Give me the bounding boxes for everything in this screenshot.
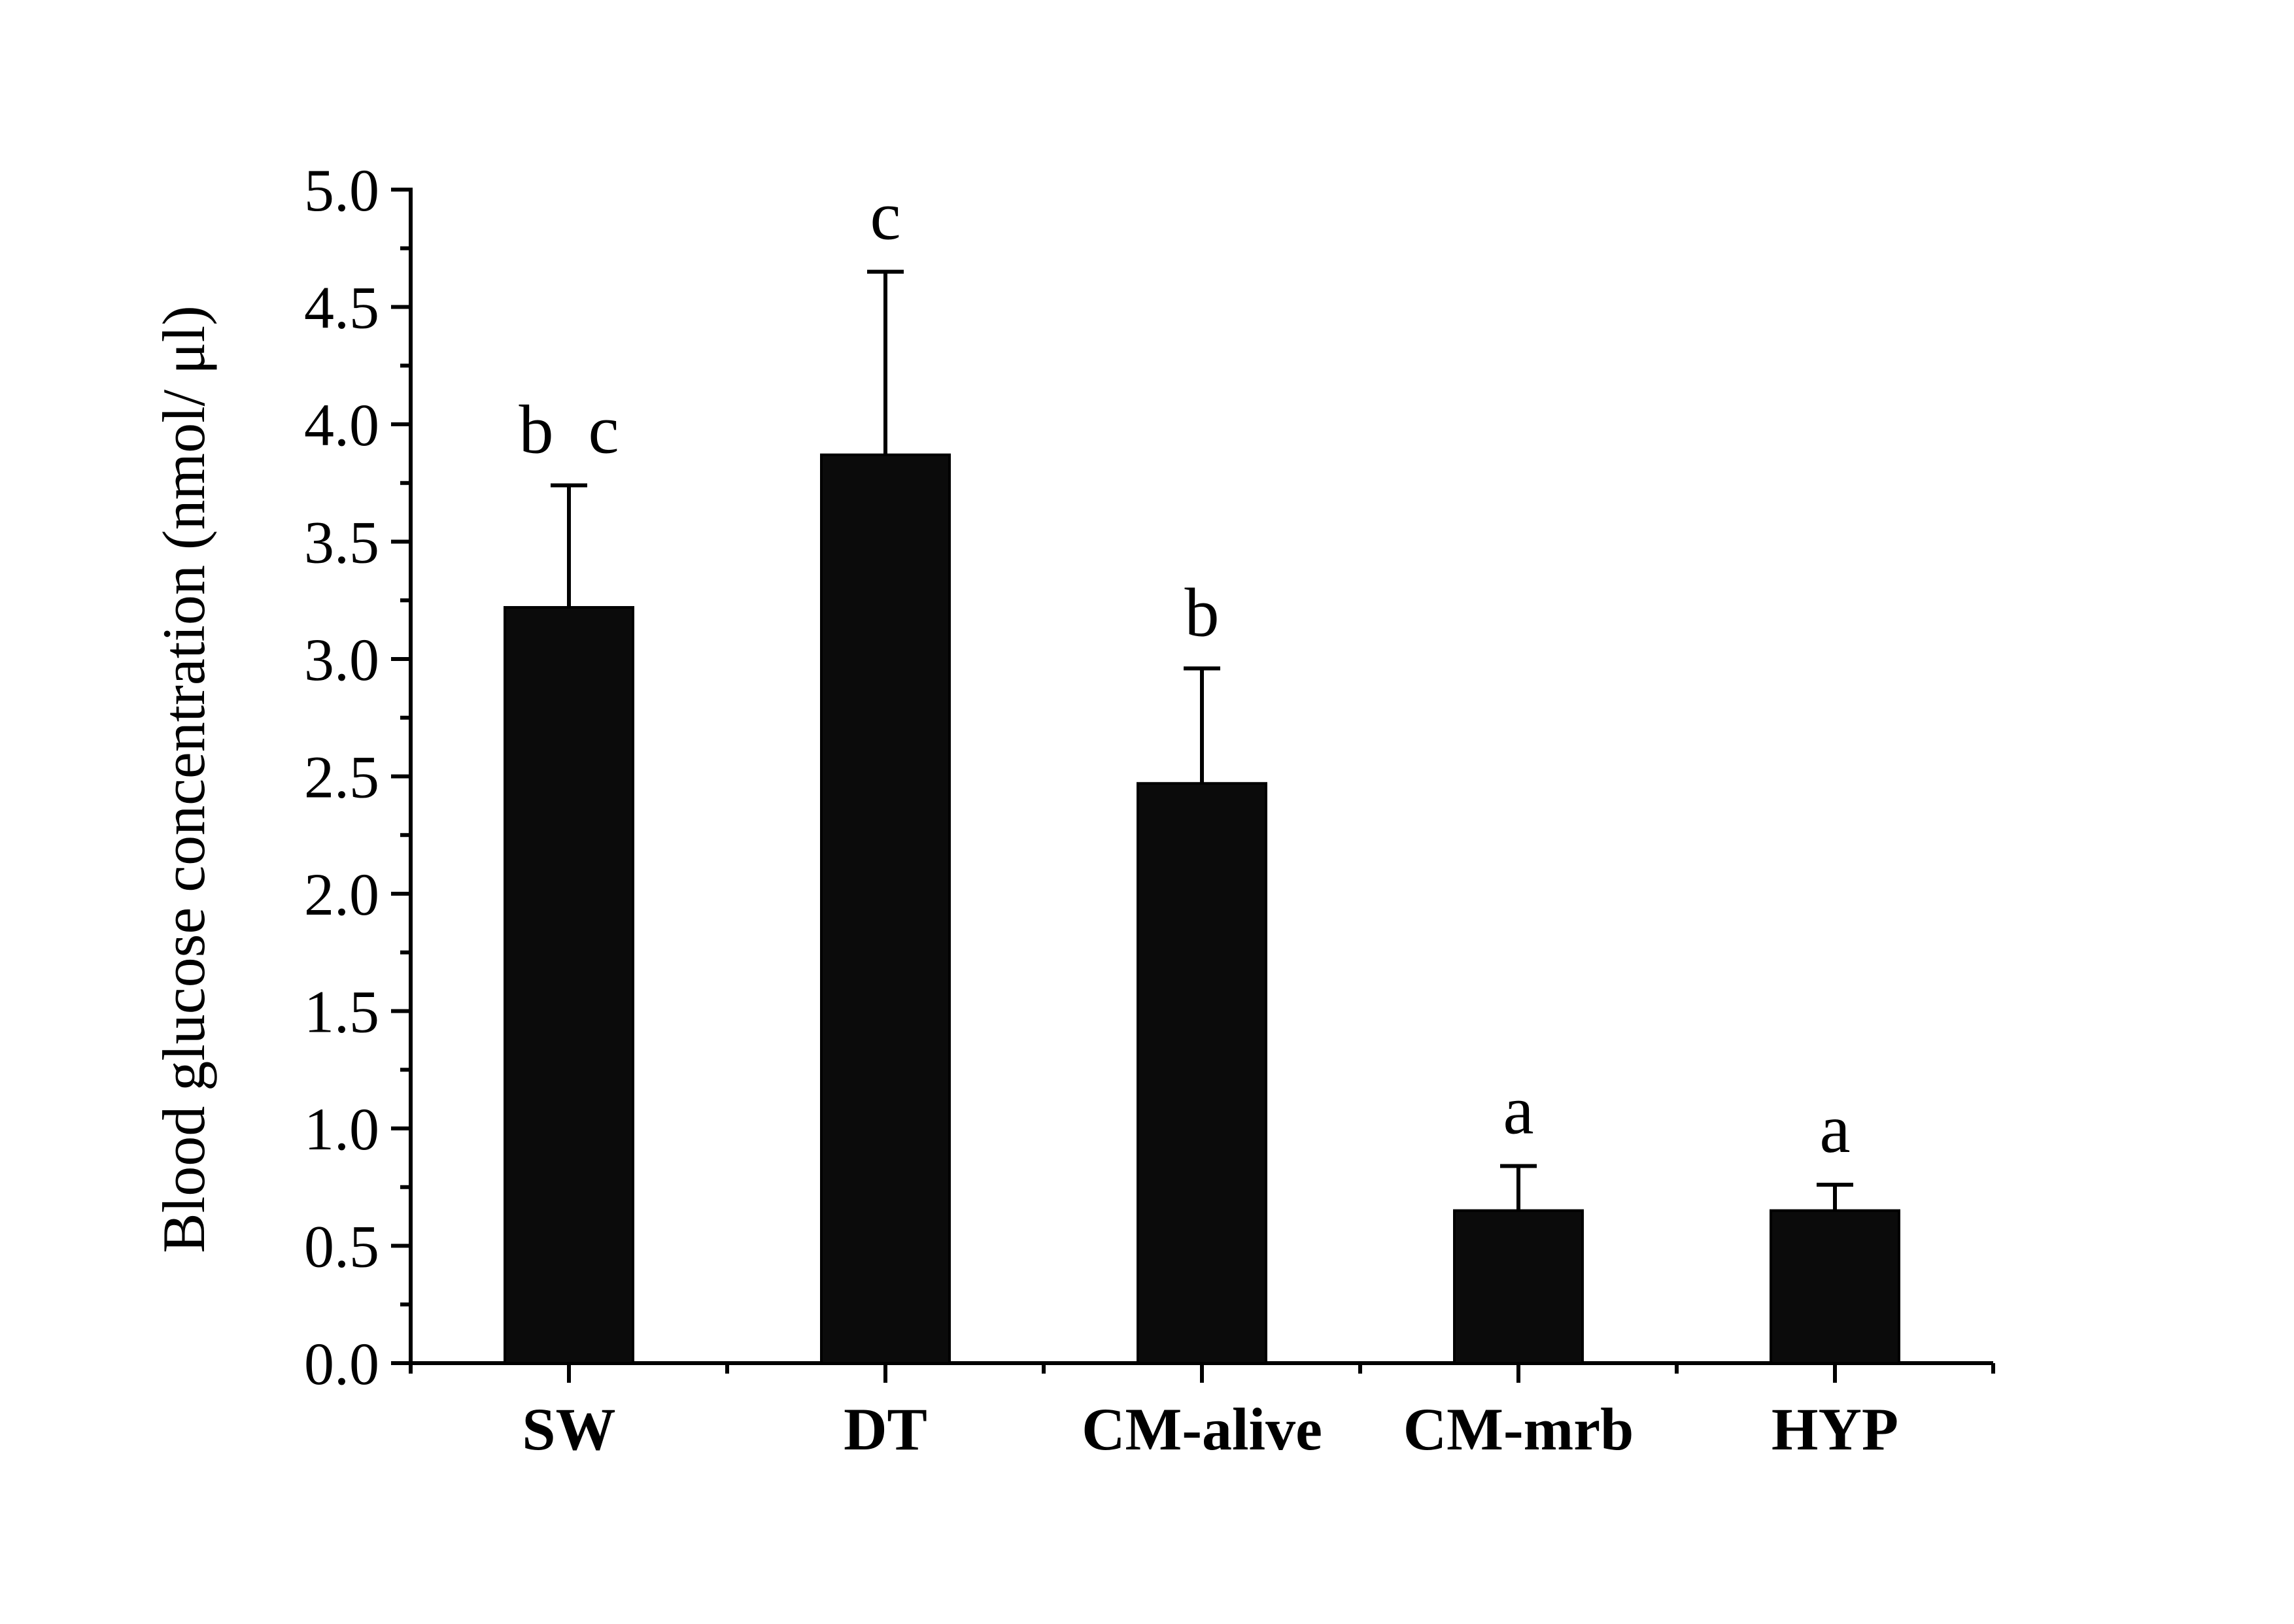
y-axis-title: Blood glucose concentration (nmol/ μl): [150, 305, 217, 1253]
bar-sw: [504, 606, 634, 1364]
labels: 0.0 0.5 1.0 1.5 2.0 2.5 3.0 3.5 4.0 4.5 5.0 b c SW c D…: [304, 157, 1898, 1463]
x-category-label: CM-mrb: [1403, 1396, 1634, 1463]
axes: [391, 188, 1995, 1383]
significance-label: b: [1185, 574, 1220, 651]
bar-dt: [820, 453, 951, 1364]
significance-label: a: [1503, 1072, 1533, 1148]
y-tick-label: 1.0: [304, 1096, 379, 1162]
significance-label: b c: [519, 391, 619, 467]
y-tick-label: 2.0: [304, 861, 379, 928]
y-tick-label: 3.0: [304, 626, 379, 693]
x-category-label: HYP: [1772, 1396, 1898, 1463]
error-bars: [551, 269, 1853, 1211]
bar-cm-alive: [1137, 782, 1267, 1364]
bar-cm-mrb: [1453, 1209, 1584, 1365]
x-category-label: SW: [522, 1396, 615, 1463]
significance-label: c: [870, 178, 900, 254]
y-tick-label: 4.5: [304, 275, 379, 341]
y-tick-label: 0.0: [304, 1330, 379, 1397]
y-tick-label: 3.5: [304, 509, 379, 576]
y-tick-label: 2.5: [304, 744, 379, 811]
y-tick-label: 1.5: [304, 979, 379, 1045]
x-category-label: DT: [844, 1396, 927, 1463]
y-tick-label: 0.5: [304, 1213, 379, 1280]
bar-hyp: [1770, 1209, 1900, 1365]
y-tick-label: 5.0: [304, 157, 379, 224]
significance-label: a: [1819, 1091, 1850, 1167]
x-category-label: CM-alive: [1082, 1396, 1322, 1463]
y-tick-label: 4.0: [304, 392, 379, 458]
